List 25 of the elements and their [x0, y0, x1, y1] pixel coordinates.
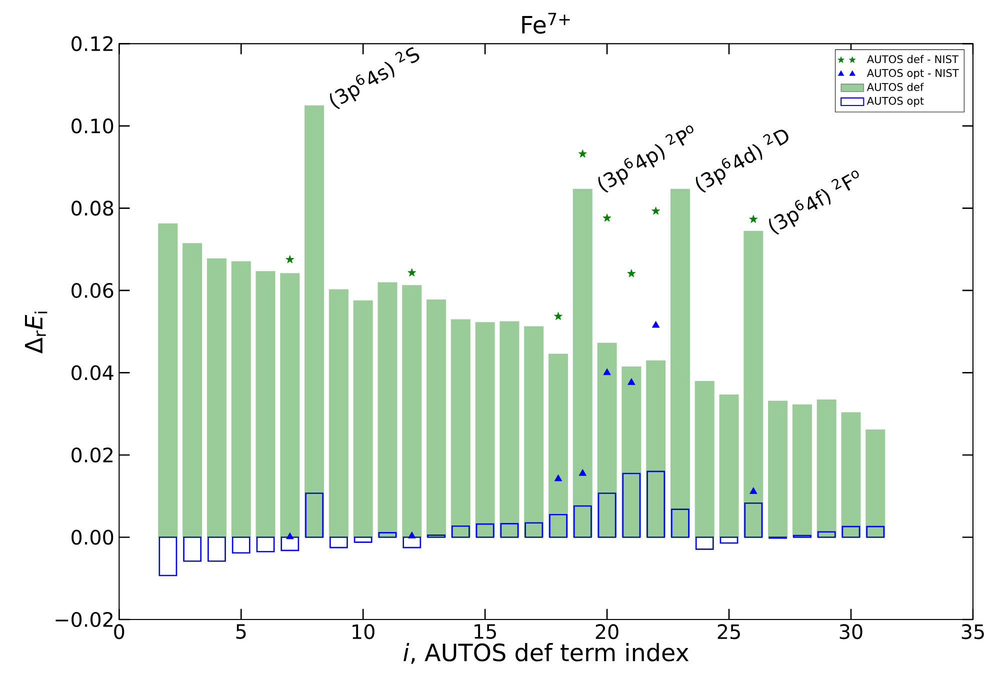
annotation: (3p$^{6}$4p) $^{2}$P$^{o}$ — [598, 126, 694, 192]
y-tick-label: 0.00 — [72, 530, 114, 545]
legend-label: AUTOS opt — [866, 96, 924, 107]
y-tick-label: 0.12 — [72, 36, 112, 52]
legend-label: AUTOS def - NIST — [866, 54, 959, 64]
y-tick-label: 0.10 — [72, 118, 114, 134]
y-axis-title: Δ$_{r}$E$_{i}$ — [25, 312, 48, 354]
annotation: (3p$^{6}$4s) $^{2}$S — [330, 47, 420, 109]
x-tick-label: 30 — [840, 624, 862, 640]
x-tick-label: 35 — [962, 624, 984, 640]
x-axis-title: i, AUTOS def term index — [404, 642, 689, 664]
x-tick-label: 20 — [596, 624, 618, 640]
y-tick-label: −0.02 — [56, 612, 112, 628]
x-tick-label: 10 — [352, 624, 374, 640]
legend-label: AUTOS opt - NIST — [866, 68, 959, 80]
x-tick-label: 25 — [718, 624, 740, 640]
y-tick-label: 0.08 — [72, 200, 114, 216]
y-tick-label: 0.06 — [72, 282, 114, 298]
x-tick-label: 5 — [236, 624, 246, 639]
chart-title: Fe$^{7+}$ — [522, 12, 570, 34]
legend-label: AUTOS def — [866, 82, 924, 91]
y-tick-label: 0.02 — [72, 447, 112, 462]
x-tick-label: 15 — [474, 624, 496, 639]
x-tick-label: 0 — [114, 624, 124, 640]
y-tick-label: 0.04 — [72, 365, 114, 380]
